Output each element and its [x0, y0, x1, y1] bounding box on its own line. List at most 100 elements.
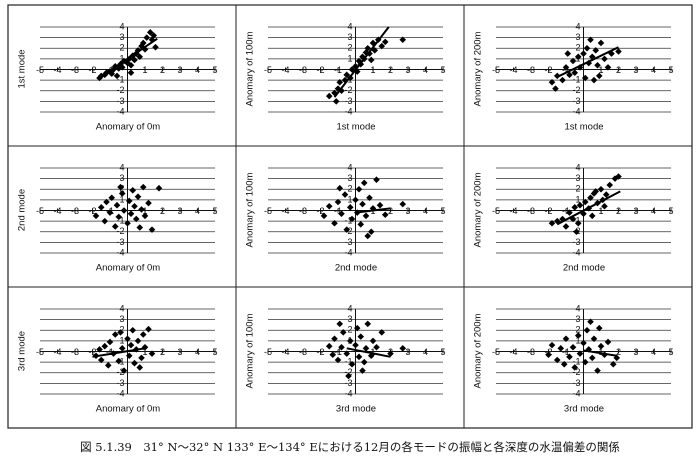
point	[97, 204, 105, 211]
point	[348, 360, 356, 368]
trend-line	[583, 349, 617, 357]
point	[583, 326, 591, 334]
x-tick-label: -5	[492, 206, 500, 216]
point	[138, 354, 145, 362]
point	[609, 360, 617, 368]
point	[136, 364, 144, 371]
point	[545, 351, 552, 358]
x-tick-label: 2	[160, 206, 165, 216]
point	[588, 212, 596, 220]
point	[601, 55, 608, 63]
point	[325, 92, 333, 100]
x-tick-label: -5	[264, 65, 272, 75]
point	[552, 85, 559, 92]
y-tick-label: 4	[347, 303, 352, 313]
y-tick-label: 4	[119, 162, 124, 172]
point	[357, 333, 365, 340]
point	[566, 353, 573, 361]
x-tick-label: 3	[177, 65, 182, 75]
x-tick-label: 5	[440, 347, 445, 357]
point	[336, 184, 344, 192]
y-tick-label: 2	[575, 43, 580, 53]
x-tick-label: -3	[71, 206, 79, 216]
point	[146, 29, 154, 36]
point	[576, 350, 584, 357]
y-tick-label: -3	[572, 96, 580, 106]
y-tick-label: -4	[116, 247, 124, 257]
point	[366, 194, 373, 202]
x-tick-label: -4	[53, 347, 61, 357]
x-tick-label: 2	[616, 65, 621, 75]
point	[106, 338, 114, 346]
x-tick-label: -3	[71, 347, 79, 357]
x-tick-label: -5	[36, 206, 44, 216]
point	[339, 329, 347, 336]
point	[399, 36, 407, 44]
point	[362, 345, 370, 352]
y-tick-label: 4	[119, 303, 124, 313]
x-tick-label: 4	[195, 65, 200, 75]
x-tick-label: -1	[334, 206, 342, 216]
point	[604, 64, 612, 71]
point	[108, 194, 116, 202]
point	[97, 356, 105, 364]
point	[360, 179, 368, 187]
y-tick-label: 4	[575, 303, 580, 313]
x-tick-label: 5	[212, 206, 217, 216]
point	[574, 53, 582, 61]
y-tick-label: 3	[575, 173, 580, 183]
x-tick-label: 3	[177, 347, 182, 357]
y-tick-label: 1	[575, 194, 580, 204]
point	[569, 57, 577, 65]
x-tick-label: 1	[142, 206, 147, 216]
point	[143, 34, 151, 41]
point	[381, 211, 389, 219]
point	[613, 354, 621, 362]
point	[362, 212, 370, 220]
point	[592, 188, 600, 195]
point	[334, 198, 342, 206]
point	[590, 190, 598, 197]
x-tick-label: 3	[405, 65, 410, 75]
point	[562, 64, 570, 71]
x-tick-label: 1	[598, 347, 603, 357]
point	[601, 202, 608, 210]
x-tick-label: -2	[316, 347, 324, 357]
y-tick-label: 3	[347, 173, 352, 183]
point	[615, 48, 622, 55]
point	[113, 201, 121, 209]
y-axis-label: Anomary of 200m	[473, 313, 484, 388]
point	[588, 354, 596, 362]
point	[573, 228, 580, 236]
x-tick-label: 1	[598, 206, 603, 216]
point	[325, 202, 333, 210]
point	[367, 56, 375, 64]
x-axis-label: 1st mode	[564, 122, 603, 133]
point	[581, 74, 589, 82]
point	[580, 50, 587, 57]
x-tick-label: -2	[544, 65, 552, 75]
x-tick-label: -4	[509, 206, 517, 216]
point	[608, 50, 615, 57]
y-tick-label: -4	[344, 388, 352, 398]
point	[120, 367, 128, 374]
x-tick-label: -5	[36, 65, 44, 75]
point	[134, 337, 142, 345]
point	[367, 228, 375, 236]
point	[587, 318, 594, 326]
y-axis-label: Anomary of 200m	[473, 31, 484, 106]
point	[560, 360, 568, 368]
point	[595, 72, 603, 80]
point	[331, 335, 338, 343]
point	[352, 196, 359, 204]
point	[334, 356, 342, 364]
x-tick-label: 2	[388, 65, 393, 75]
point	[571, 204, 579, 211]
x-tick-label: 4	[423, 347, 428, 357]
x-tick-label: -4	[281, 206, 289, 216]
x-axis-label: 2nd mode	[335, 263, 377, 274]
point	[343, 226, 351, 233]
point	[587, 194, 594, 202]
